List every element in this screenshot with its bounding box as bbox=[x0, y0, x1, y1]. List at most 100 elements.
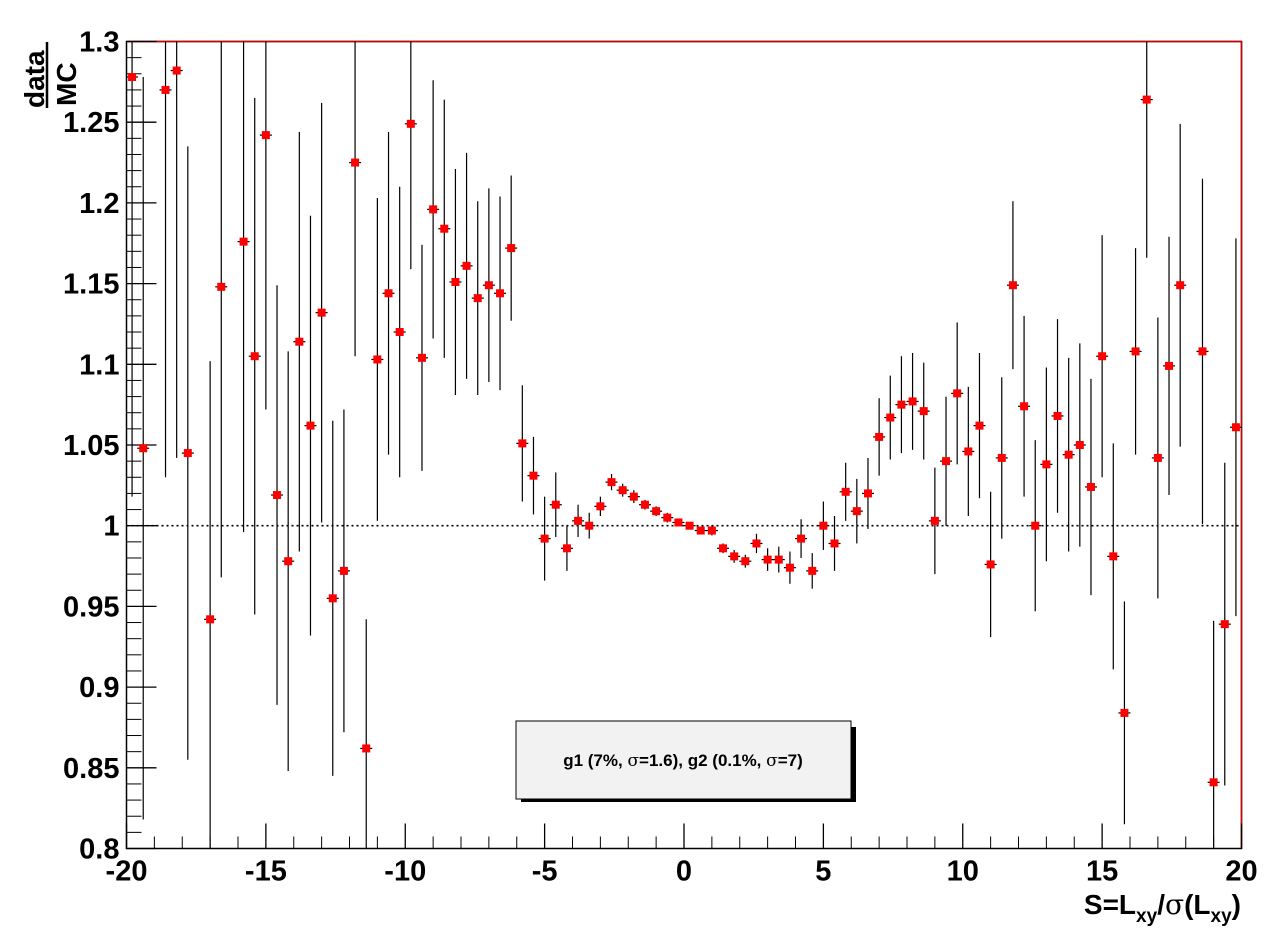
data-point bbox=[752, 539, 761, 548]
data-point bbox=[295, 337, 304, 346]
data-point bbox=[640, 500, 649, 509]
x-axis-title: S=Lxy/σ(Lxy) bbox=[1084, 888, 1241, 927]
y-tick-label: 1.25 bbox=[63, 107, 119, 139]
legend-text-part: =1.6), g2 (0.1%, bbox=[639, 751, 766, 770]
data-point bbox=[763, 555, 772, 564]
data-point bbox=[306, 421, 315, 430]
data-point bbox=[841, 487, 850, 496]
legend-text-part: σ bbox=[766, 751, 778, 771]
data-point bbox=[362, 744, 371, 753]
data-point bbox=[1064, 450, 1073, 459]
data-point bbox=[1098, 352, 1107, 361]
data-point bbox=[562, 544, 571, 553]
data-point bbox=[741, 557, 750, 566]
data-point bbox=[875, 432, 884, 441]
data-point bbox=[429, 205, 438, 214]
data-point bbox=[406, 119, 415, 128]
data-point bbox=[919, 407, 928, 416]
data-point bbox=[997, 453, 1006, 462]
data-point bbox=[629, 492, 638, 501]
data-point bbox=[417, 353, 426, 362]
data-point bbox=[473, 294, 482, 303]
data-point bbox=[964, 447, 973, 456]
data-point bbox=[897, 400, 906, 409]
data-point bbox=[217, 282, 226, 291]
y-tick-label: 0.95 bbox=[63, 591, 119, 623]
x-title-sub1: xy bbox=[1136, 906, 1158, 927]
data-point bbox=[317, 308, 326, 317]
data-point bbox=[1131, 347, 1140, 356]
y-tick-label: 1 bbox=[103, 511, 119, 543]
data-point bbox=[529, 471, 538, 480]
data-point bbox=[1031, 521, 1040, 530]
data-point bbox=[1042, 460, 1051, 469]
y-tick-label: 0.9 bbox=[79, 672, 119, 704]
data-point bbox=[785, 563, 794, 572]
data-point bbox=[886, 413, 895, 422]
data-point bbox=[908, 397, 917, 406]
data-point bbox=[696, 526, 705, 535]
x-title-sigma: σ bbox=[1165, 888, 1184, 921]
data-point bbox=[484, 281, 493, 290]
data-point bbox=[1008, 281, 1017, 290]
data-point bbox=[607, 478, 616, 487]
data-point bbox=[719, 544, 728, 553]
data-point bbox=[183, 449, 192, 458]
data-point bbox=[384, 289, 393, 298]
y-axis-title: data MC bbox=[19, 42, 82, 108]
data-point bbox=[1142, 95, 1151, 104]
legend-text-part: g1 (7%, bbox=[563, 751, 627, 770]
x-title-mid: / bbox=[1157, 889, 1165, 920]
legend: g1 (7%, σ=1.6), g2 (0.1%, σ=7) bbox=[515, 720, 856, 802]
data-point bbox=[462, 261, 471, 270]
data-point bbox=[551, 500, 560, 509]
x-tick-label: -15 bbox=[245, 856, 287, 888]
data-point bbox=[930, 516, 939, 525]
plot-frame bbox=[125, 40, 1243, 850]
data-point bbox=[339, 566, 348, 575]
data-point bbox=[139, 444, 148, 453]
data-point bbox=[1231, 423, 1240, 432]
data-point bbox=[1020, 402, 1029, 411]
data-points bbox=[126, 41, 1242, 849]
data-point bbox=[574, 516, 583, 525]
data-point bbox=[975, 421, 984, 430]
x-axis: -20 -15 -10 -5 0 5 10 15 20 bbox=[106, 823, 1258, 888]
data-point bbox=[250, 352, 259, 361]
data-point bbox=[707, 526, 716, 535]
data-point bbox=[440, 224, 449, 233]
data-point bbox=[852, 507, 861, 516]
data-point bbox=[206, 615, 215, 624]
x-tick-label: -20 bbox=[106, 856, 148, 888]
y-title-numerator: data bbox=[19, 50, 50, 108]
data-point bbox=[261, 131, 270, 140]
data-point bbox=[273, 491, 282, 500]
data-point bbox=[507, 244, 516, 253]
data-point bbox=[953, 389, 962, 398]
x-title-open: (L bbox=[1184, 889, 1210, 920]
data-point bbox=[161, 85, 170, 94]
legend-text-part: =7) bbox=[778, 751, 803, 770]
data-point bbox=[373, 355, 382, 364]
x-title-close: ) bbox=[1232, 889, 1241, 920]
data-point bbox=[1120, 708, 1129, 717]
y-title-denominator: MC bbox=[51, 62, 82, 106]
data-point bbox=[1165, 361, 1174, 370]
y-axis: 0.8 0.85 0.9 0.95 1 1.05 1.1 1.15 1.2 1.25 1.3 bbox=[63, 27, 157, 866]
x-title-sub2: xy bbox=[1211, 906, 1233, 927]
data-point bbox=[1053, 411, 1062, 420]
data-point bbox=[674, 518, 683, 527]
y-tick-label: 1.15 bbox=[63, 269, 119, 301]
data-point bbox=[1086, 482, 1095, 491]
data-point bbox=[808, 566, 817, 575]
data-point bbox=[618, 486, 627, 495]
data-point bbox=[1220, 620, 1229, 629]
data-point bbox=[540, 534, 549, 543]
data-point bbox=[1176, 281, 1185, 290]
x-title-prefix: S=L bbox=[1084, 889, 1136, 920]
x-tick-label: -5 bbox=[532, 856, 558, 888]
data-point bbox=[128, 73, 137, 82]
data-point bbox=[819, 521, 828, 530]
data-point bbox=[774, 555, 783, 564]
